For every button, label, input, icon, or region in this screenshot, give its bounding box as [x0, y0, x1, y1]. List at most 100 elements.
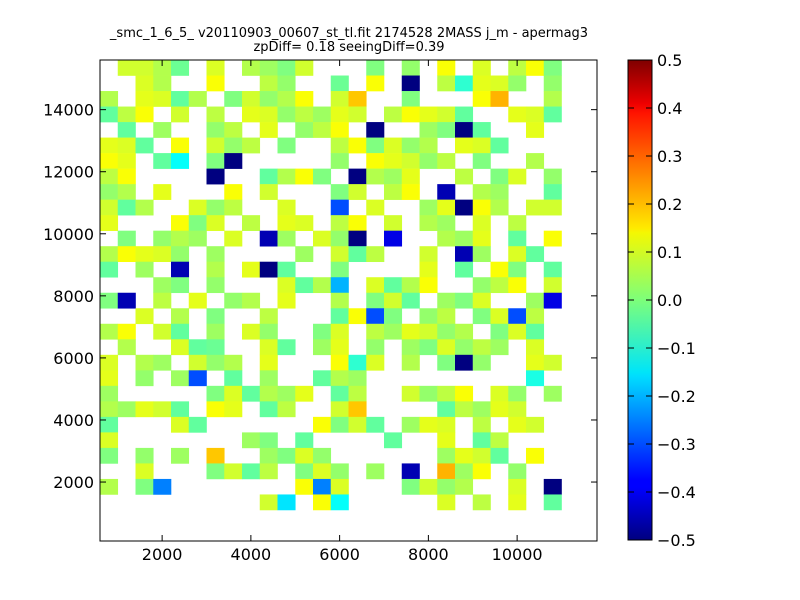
heatmap-cell: [526, 292, 545, 309]
heatmap-cell: [455, 463, 474, 480]
heatmap-cell: [135, 478, 154, 495]
heatmap-cell: [259, 75, 278, 92]
heatmap-cell: [437, 494, 456, 511]
heatmap-cell: [508, 215, 527, 231]
heatmap-cell: [366, 199, 385, 216]
heatmap-cell: [437, 199, 456, 216]
heatmap-cell: [366, 153, 385, 169]
heatmap-cell: [259, 370, 278, 387]
heatmap-cell: [206, 354, 225, 371]
heatmap-cell: [366, 416, 385, 433]
heatmap-cell: [384, 184, 403, 200]
heatmap-cell: [100, 323, 119, 340]
heatmap-cell: [171, 308, 190, 325]
heatmap-cell: [384, 277, 403, 294]
heatmap-cell: [526, 122, 545, 138]
heatmap-cell: [295, 246, 314, 263]
chart-title: _smc_1_6_5_ v20110903_00607_st_tl.fit 21…: [109, 26, 588, 41]
heatmap-cell: [100, 370, 119, 387]
heatmap-cell: [117, 323, 136, 340]
heatmap-cell: [384, 230, 403, 247]
heatmap-cell: [401, 184, 420, 200]
heatmap-cell: [313, 447, 332, 464]
heatmap-cell: [117, 246, 136, 263]
heatmap-cell: [171, 137, 190, 154]
heatmap-cell: [472, 308, 491, 325]
heatmap-cell: [348, 246, 367, 263]
heatmap-cell: [526, 447, 545, 464]
heatmap-cell: [366, 277, 385, 294]
heatmap-cell: [295, 463, 314, 480]
heatmap-cell: [419, 323, 438, 340]
heatmap-cell: [313, 323, 332, 340]
heatmap-cell: [206, 246, 225, 263]
heatmap-cell: [206, 323, 225, 340]
heatmap-cell: [472, 137, 491, 154]
heatmap-cell: [508, 463, 527, 480]
colorbar-tick-label: −0.5: [657, 531, 696, 550]
heatmap-cell: [330, 122, 349, 138]
heatmap-cell: [384, 432, 403, 449]
heatmap-cell: [455, 106, 474, 123]
heatmap-cell: [330, 323, 349, 340]
heatmap-cell: [224, 463, 243, 480]
heatmap-cell: [295, 277, 314, 294]
heatmap-cell: [153, 230, 172, 247]
heatmap-cell: [543, 478, 562, 495]
heatmap-cell: [277, 261, 296, 278]
heatmap-cell: [171, 339, 190, 356]
heatmap-cell: [526, 308, 545, 325]
heatmap-cell: [437, 230, 456, 247]
heatmap-cell: [277, 292, 296, 309]
heatmap-cell: [437, 385, 456, 402]
heatmap-cell: [330, 261, 349, 278]
colorbar-tick-label: 0.5: [657, 51, 682, 70]
heatmap-cell: [508, 60, 527, 76]
heatmap-cell: [313, 494, 332, 511]
heatmap-cell: [135, 447, 154, 464]
heatmap-cell: [455, 246, 474, 263]
heatmap-cell: [188, 339, 207, 356]
heatmap-cell: [153, 60, 172, 76]
heatmap-cell: [171, 215, 190, 231]
heatmap-cell: [490, 432, 509, 449]
heatmap-cell: [543, 261, 562, 278]
heatmap-cell: [100, 137, 119, 154]
heatmap-cell: [259, 385, 278, 402]
heatmap-cell: [419, 106, 438, 123]
heatmap-cell: [206, 168, 225, 185]
heatmap-cell: [295, 478, 314, 495]
heatmap-cell: [295, 215, 314, 231]
heatmap-cell: [313, 230, 332, 247]
heatmap-cell: [526, 153, 545, 169]
heatmap-cell: [100, 246, 119, 263]
heatmap-cell: [401, 106, 420, 123]
heatmap-cell: [348, 416, 367, 433]
heatmap-cell: [472, 416, 491, 433]
heatmap-cell: [117, 137, 136, 154]
heatmap-cell: [401, 478, 420, 495]
heatmap-cell: [508, 106, 527, 123]
heatmap-cell: [206, 106, 225, 123]
heatmap-cell: [313, 106, 332, 123]
heatmap-cell: [295, 385, 314, 402]
heatmap-cell: [135, 137, 154, 154]
heatmap-cell: [100, 292, 119, 309]
heatmap-cell: [153, 246, 172, 263]
heatmap-cell: [313, 463, 332, 480]
heatmap-cell: [330, 478, 349, 495]
heatmap-cell: [526, 323, 545, 340]
heatmap-cell: [508, 168, 527, 185]
heatmap-cell: [490, 401, 509, 418]
heatmap-cell: [366, 246, 385, 263]
heatmap-cell: [242, 385, 261, 402]
heatmap-cell: [401, 354, 420, 371]
heatmap-cell: [437, 215, 456, 231]
heatmap-cell: [419, 277, 438, 294]
heatmap-cell: [206, 75, 225, 92]
heatmap-cell: [259, 308, 278, 325]
heatmap-cell: [277, 230, 296, 247]
heatmap-cell: [259, 60, 278, 76]
heatmap-cell: [348, 230, 367, 247]
heatmap-cell: [100, 447, 119, 464]
